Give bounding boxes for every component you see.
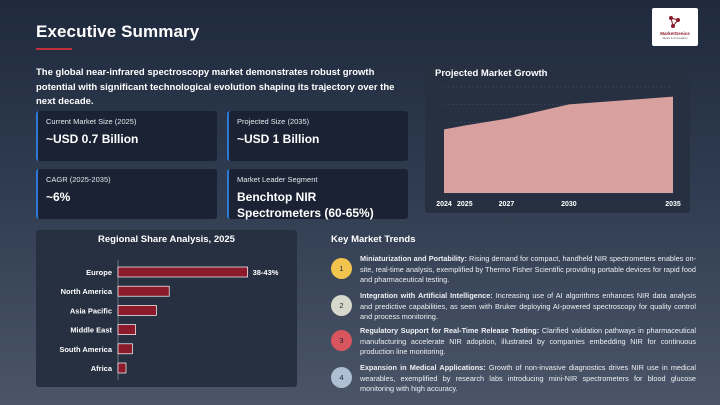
bar-category-label: Europe (86, 268, 112, 277)
card-label: Market Leader Segment (237, 175, 318, 184)
trend-number-badge: 3 (331, 330, 352, 351)
trend-item-2: 2 Integration with Artificial Intelligen… (331, 291, 696, 323)
trend-heading: Integration with Artificial Intelligence… (360, 291, 493, 300)
trend-text: Regulatory Support for Real-Time Release… (360, 326, 696, 358)
region-bar (117, 343, 133, 355)
logo-name: MarketGenics (660, 31, 690, 36)
card-market-leader: Market Leader Segment Benchtop NIR Spect… (227, 169, 408, 220)
trend-heading: Miniaturization and Portability: (360, 254, 467, 263)
x-tick-label: 2025 (457, 201, 473, 208)
card-value: ~USD 1 Billion (237, 132, 320, 146)
trend-body: Increasing use of AI algorithms enhances… (360, 291, 696, 322)
region-chart-title: Regional Share Analysis, 2025 (98, 234, 235, 245)
card-value: ~6% (46, 190, 71, 204)
trend-body: Rising demand for compact, handheld NIR … (360, 254, 696, 285)
bar-data-label: 38-43% (253, 268, 279, 277)
region-bar (117, 362, 127, 374)
trend-number-badge: 2 (331, 295, 352, 316)
trends-title: Key Market Trends (331, 234, 416, 245)
card-label: Projected Size (2035) (237, 117, 310, 126)
card-cagr: CAGR (2025-2035) ~6% (36, 169, 217, 219)
trend-body: Growth of non-invasive diagnostics drive… (360, 363, 696, 394)
region-chart-panel: Regional Share Analysis, 2025 Europe 38-4… (36, 230, 297, 387)
card-label: Current Market Size (2025) (46, 117, 137, 126)
growth-chart-title: Projected Market Growth (435, 68, 548, 79)
x-tick-label: 2027 (499, 201, 515, 208)
intro-text: The global near-infrared spectroscopy ma… (36, 67, 395, 107)
page-title: Executive Summary (36, 22, 200, 41)
trend-heading: Expansion in Medical Applications: (360, 363, 486, 372)
region-bar (117, 305, 157, 316)
trend-text: Integration with Artificial Intelligence… (360, 291, 696, 323)
bar-category-label: South America (59, 345, 112, 354)
trend-number-badge: 1 (331, 258, 352, 279)
trend-text: Expansion in Medical Applications: Growt… (360, 363, 696, 395)
x-tick-label: 2030 (561, 201, 577, 208)
growth-chart: 2024 2025 2027 2030 2035 (436, 86, 681, 208)
region-chart: Europe 38-43% North America Asia Pacific Mid… (59, 260, 279, 380)
card-value: Benchtop NIR Spectrometers (60-65%) (237, 190, 374, 220)
trend-number-badge: 4 (331, 367, 352, 388)
card-current-market-size: Current Market Size (2025) ~USD 0.7 Bill… (36, 111, 217, 161)
bar-category-label: Asia Pacific (70, 306, 112, 315)
card-projected-size: Projected Size (2035) ~USD 1 Billion (227, 111, 408, 161)
region-bar (117, 285, 170, 297)
growth-chart-panel: Projected Market Growth 2024 2025 2027 2030… (425, 62, 690, 213)
x-tick-label: 2035 (665, 201, 681, 208)
bar-category-label: North America (61, 287, 113, 296)
card-label: CAGR (2025-2035) (46, 175, 111, 184)
region-bar (117, 266, 248, 278)
trend-heading: Regulatory Support for Real-Time Release… (360, 326, 540, 335)
trend-item-1: 1 Miniaturization and Portability: Risin… (331, 254, 696, 286)
trend-item-3: 3 Regulatory Support for Real-Time Relea… (331, 326, 696, 358)
bar-category-label: Middle East (70, 326, 112, 335)
logo-tagline: Ideas & Innovation (662, 36, 688, 40)
company-logo: MarketGenics Ideas & Innovation (652, 8, 698, 46)
region-bar (117, 324, 136, 335)
trend-body: Clarified validation pathways in pharmac… (360, 326, 696, 357)
trend-item-4: 4 Expansion in Medical Applications: Gro… (331, 363, 696, 395)
card-value: ~USD 0.7 Billion (46, 132, 139, 146)
logo-network-icon (669, 16, 680, 28)
title-underline (36, 48, 72, 50)
x-tick-label: 2024 (436, 201, 452, 208)
bar-category-label: Africa (91, 364, 113, 373)
growth-area (444, 96, 673, 193)
trend-text: Miniaturization and Portability: Rising … (360, 254, 696, 286)
